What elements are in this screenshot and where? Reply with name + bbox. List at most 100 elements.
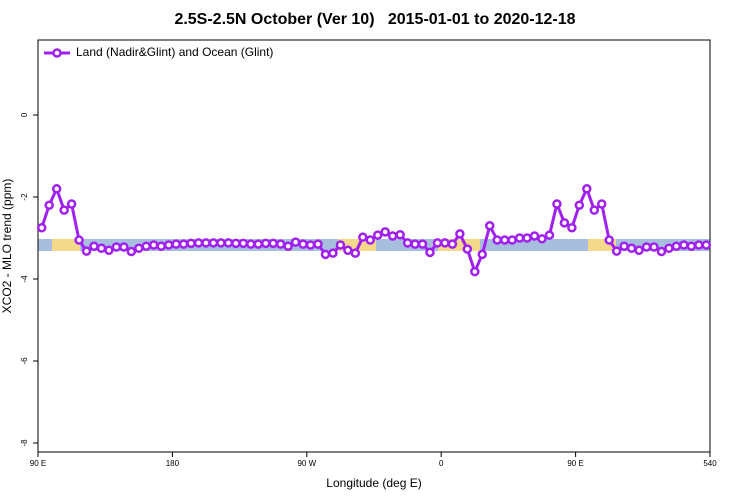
data-point xyxy=(484,220,495,231)
data-point xyxy=(186,238,196,249)
data-point xyxy=(417,239,428,249)
data-point xyxy=(499,235,510,245)
data-point xyxy=(447,239,458,249)
data-point xyxy=(148,240,159,250)
data-point xyxy=(425,247,435,258)
data-point xyxy=(208,238,219,248)
data-point xyxy=(694,240,704,250)
data-point xyxy=(275,239,286,249)
data-point xyxy=(178,239,189,249)
data-point xyxy=(201,238,211,248)
data-point xyxy=(664,243,674,254)
data-point xyxy=(111,242,122,252)
data-point xyxy=(290,237,301,247)
data-point xyxy=(216,238,226,248)
data-point xyxy=(119,242,129,252)
data-point xyxy=(231,238,241,249)
data-point xyxy=(298,239,308,249)
data-point xyxy=(604,235,614,245)
data-point xyxy=(559,218,570,228)
data-point xyxy=(440,238,450,248)
data-point xyxy=(238,238,249,249)
data-point xyxy=(641,242,652,252)
data-point xyxy=(402,238,413,248)
data-point xyxy=(656,246,667,257)
data-point xyxy=(320,249,331,260)
y-axis-label: XCO2 - MLO trend (ppm) xyxy=(0,179,14,314)
x-tick-label: 90 E xyxy=(30,459,46,468)
data-point xyxy=(283,241,293,251)
x-axis-label: Longitude (deg E) xyxy=(326,476,421,490)
y-tick-label: -6 xyxy=(20,357,29,365)
data-point xyxy=(328,248,338,258)
data-point xyxy=(343,245,353,256)
data-point xyxy=(163,240,174,250)
data-point xyxy=(611,246,622,256)
data-point xyxy=(193,238,204,248)
data-point xyxy=(432,238,443,248)
data-point xyxy=(455,229,465,239)
data-point xyxy=(74,235,84,245)
data-point xyxy=(96,243,107,254)
data-point xyxy=(313,239,323,249)
data-point xyxy=(552,199,562,209)
data-point xyxy=(380,227,390,237)
data-point xyxy=(470,266,480,277)
data-point xyxy=(507,235,517,245)
data-point xyxy=(567,223,577,233)
data-point xyxy=(350,248,361,258)
data-point xyxy=(335,240,346,250)
data-point xyxy=(634,245,644,256)
data-point xyxy=(134,243,144,254)
data-point xyxy=(589,205,600,215)
data-point xyxy=(59,205,69,215)
data-point xyxy=(253,239,264,249)
data-point xyxy=(156,241,166,251)
data-point xyxy=(268,238,278,249)
data-point xyxy=(477,249,488,260)
data-point xyxy=(223,238,234,248)
data-point xyxy=(582,184,592,194)
data-point xyxy=(358,232,368,242)
data-point xyxy=(387,231,398,241)
data-point xyxy=(522,233,532,243)
data-point xyxy=(66,199,77,209)
data-point xyxy=(260,238,271,249)
data-point xyxy=(686,241,697,251)
data-point xyxy=(619,241,629,251)
data-point xyxy=(372,230,383,240)
data-point xyxy=(104,245,114,256)
data-point xyxy=(514,233,525,243)
x-tick-label: 90 E xyxy=(567,459,583,468)
data-point xyxy=(462,244,473,254)
y-tick-label: -4 xyxy=(20,275,29,283)
data-point xyxy=(649,242,659,252)
data-point xyxy=(36,223,47,233)
x-tick-label: 0 xyxy=(439,459,444,468)
legend-marker xyxy=(52,48,62,58)
data-point xyxy=(305,240,316,250)
legend-label: Land (Nadir&Glint) and Ocean (Glint) xyxy=(76,45,273,59)
data-point xyxy=(395,229,405,240)
y-tick-label: 0 xyxy=(20,112,29,117)
data-point xyxy=(596,199,607,209)
x-tick-label: 90 W xyxy=(297,459,316,468)
data-point xyxy=(410,239,420,249)
x-tick-label: 180 xyxy=(166,459,180,468)
data-point xyxy=(365,235,376,245)
data-point xyxy=(544,230,555,240)
land-patch xyxy=(52,239,80,251)
data-point xyxy=(171,239,181,249)
data-point xyxy=(44,200,54,210)
data-point xyxy=(89,241,99,251)
data-point xyxy=(126,246,137,257)
data-point xyxy=(492,235,502,245)
data-point xyxy=(701,240,712,250)
chart-title: 2.5S-2.5N October (Ver 10) 2015-01-01 to… xyxy=(174,11,575,28)
data-point xyxy=(679,240,689,250)
data-point xyxy=(246,239,256,249)
data-point xyxy=(141,241,152,251)
data-point xyxy=(537,234,547,244)
data-point xyxy=(51,184,62,194)
